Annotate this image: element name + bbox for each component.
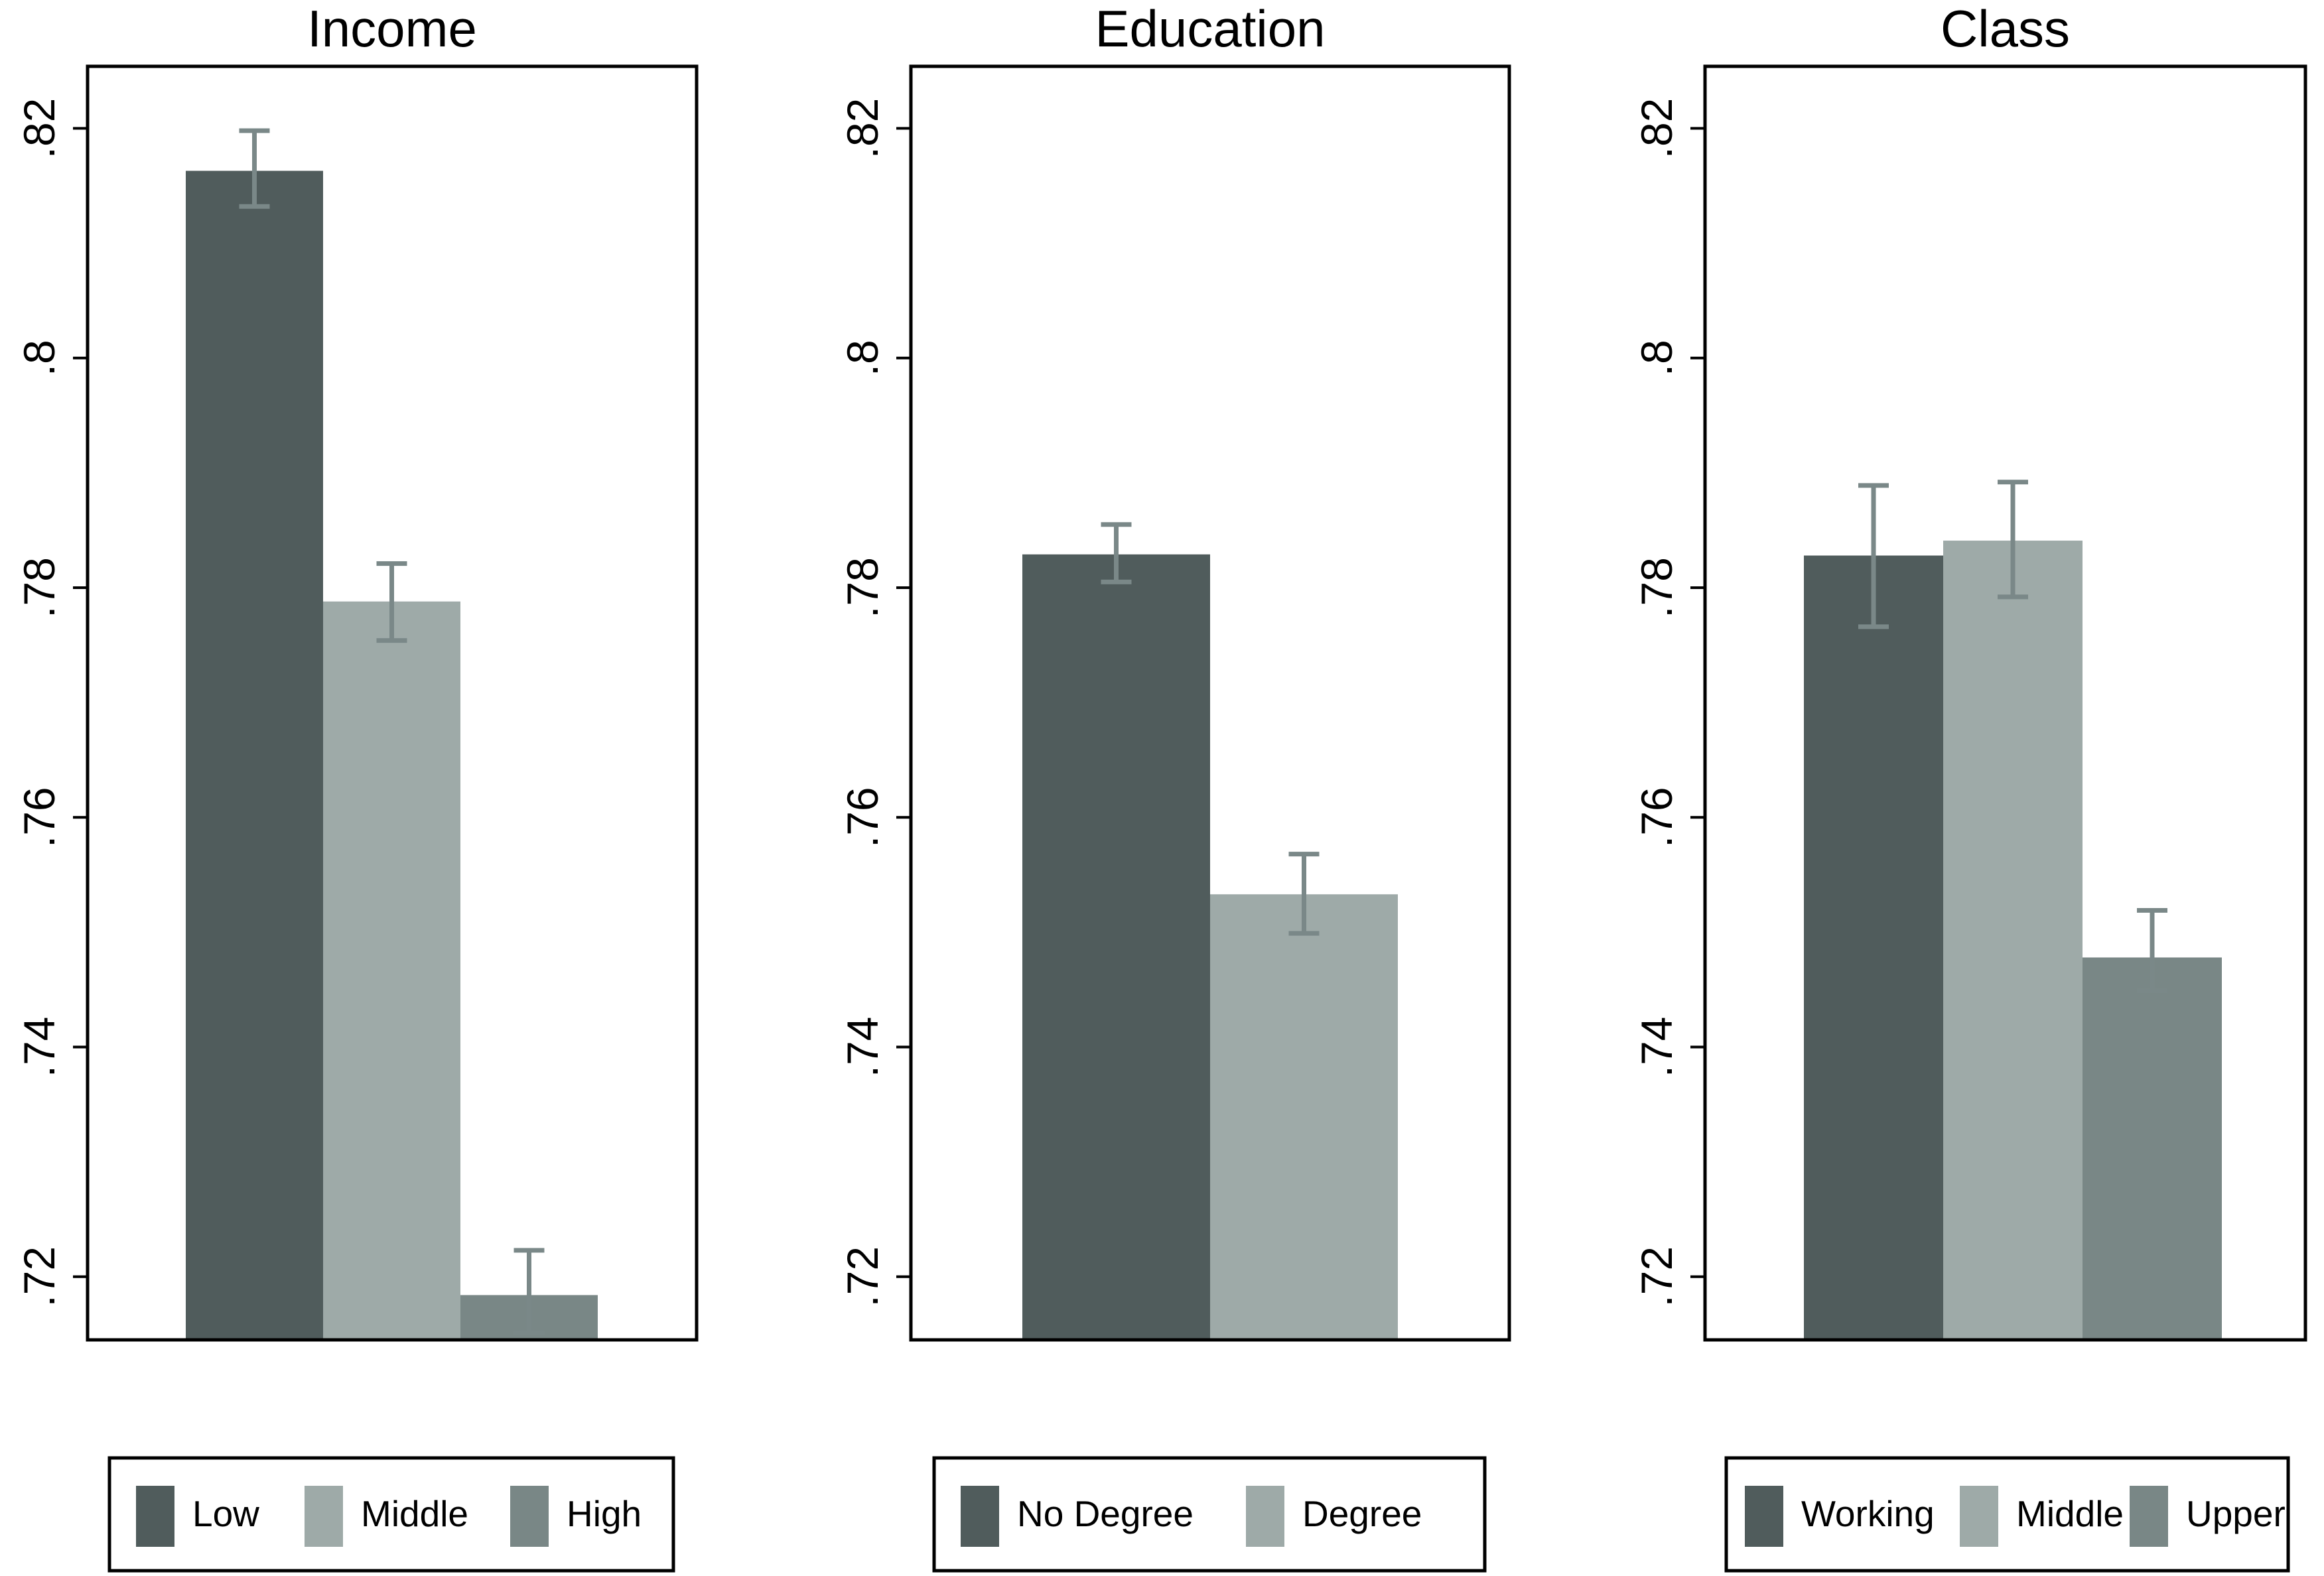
plot-frame <box>1703 64 2307 1342</box>
error-bar <box>1998 480 2028 600</box>
y-tick-label: .8 <box>838 340 887 376</box>
error-bar <box>239 128 270 209</box>
y-tick-label: .8 <box>1632 340 1681 376</box>
legend-label: Upper <box>2186 1493 2286 1534</box>
y-tick-label: .82 <box>1632 98 1681 159</box>
legend-swatch <box>1246 1486 1284 1547</box>
legend-box <box>107 1456 675 1573</box>
y-tick-label: .72 <box>1632 1246 1681 1307</box>
y-tick-label: .76 <box>15 787 64 848</box>
legend: Working Middle Upper <box>1724 1456 2290 1573</box>
y-tick-label: .78 <box>15 557 64 618</box>
y-tick-label: .8 <box>15 340 64 376</box>
panel-education: Education .72 .74 .76 .78 .8 .82 No Degree Degre… <box>838 0 1511 1573</box>
bar-middle <box>323 601 460 1340</box>
y-tick-label: .82 <box>15 98 64 159</box>
error-bar <box>513 1248 545 1336</box>
bar-degree <box>1210 894 1398 1340</box>
error-bar <box>1101 522 1132 584</box>
y-tick-label: .78 <box>1632 557 1681 618</box>
legend: Low Middle High <box>107 1456 675 1573</box>
legend-label: Low <box>192 1493 259 1534</box>
bar-no-degree <box>1022 554 1210 1340</box>
legend-swatch <box>1960 1486 1998 1547</box>
legend-label: Middle <box>361 1493 468 1534</box>
y-tick-label: .78 <box>838 557 887 618</box>
y-tick-label: .72 <box>15 1246 64 1307</box>
error-bar <box>1288 852 1320 936</box>
panel-title: Income <box>307 0 477 58</box>
panel-class: Class .72 .74 .76 .78 .8 .82 Working Middle Upper <box>1632 0 2307 1573</box>
bar-working <box>1804 555 1943 1340</box>
error-bar <box>1858 483 1889 629</box>
panel-title: Education <box>1095 0 1326 58</box>
legend-swatch <box>961 1486 999 1547</box>
error-bar <box>376 561 407 643</box>
legend-swatch <box>136 1486 174 1547</box>
y-tick-label: .76 <box>838 787 887 848</box>
y-tick-label: .74 <box>838 1017 887 1078</box>
y-tick-label: .76 <box>1632 787 1681 848</box>
y-tick-label: .72 <box>838 1246 887 1307</box>
plot-frame <box>86 64 699 1342</box>
legend-label: No Degree <box>1017 1493 1194 1534</box>
legend: No Degree Degree <box>932 1456 1487 1573</box>
bar-middle <box>1943 541 2083 1341</box>
y-tick-label: .74 <box>1632 1017 1681 1078</box>
bar-upper <box>2083 957 2222 1340</box>
legend-swatch <box>510 1486 549 1547</box>
legend-label: Middle <box>2016 1493 2124 1534</box>
y-tick-label: .74 <box>15 1017 64 1078</box>
legend-swatch <box>305 1486 343 1547</box>
legend-label: Degree <box>1302 1493 1422 1534</box>
chart-panels: Income .72 .74 .76 .78 .8 .82 Low Middle High Educ… <box>15 0 2307 1573</box>
y-tick-label: .82 <box>838 98 887 159</box>
legend-box <box>1724 1456 2290 1573</box>
legend-label: Working <box>1801 1493 1935 1534</box>
panel-title: Class <box>1941 0 2070 58</box>
bar-low <box>186 170 323 1340</box>
error-bar <box>2137 907 2167 994</box>
legend-box <box>932 1456 1487 1573</box>
panel-income: Income .72 .74 .76 .78 .8 .82 Low Middle High <box>15 0 699 1573</box>
plot-frame <box>909 64 1511 1342</box>
legend-swatch <box>1745 1486 1783 1547</box>
legend-swatch <box>2130 1486 2168 1547</box>
legend-label: High <box>567 1493 642 1534</box>
